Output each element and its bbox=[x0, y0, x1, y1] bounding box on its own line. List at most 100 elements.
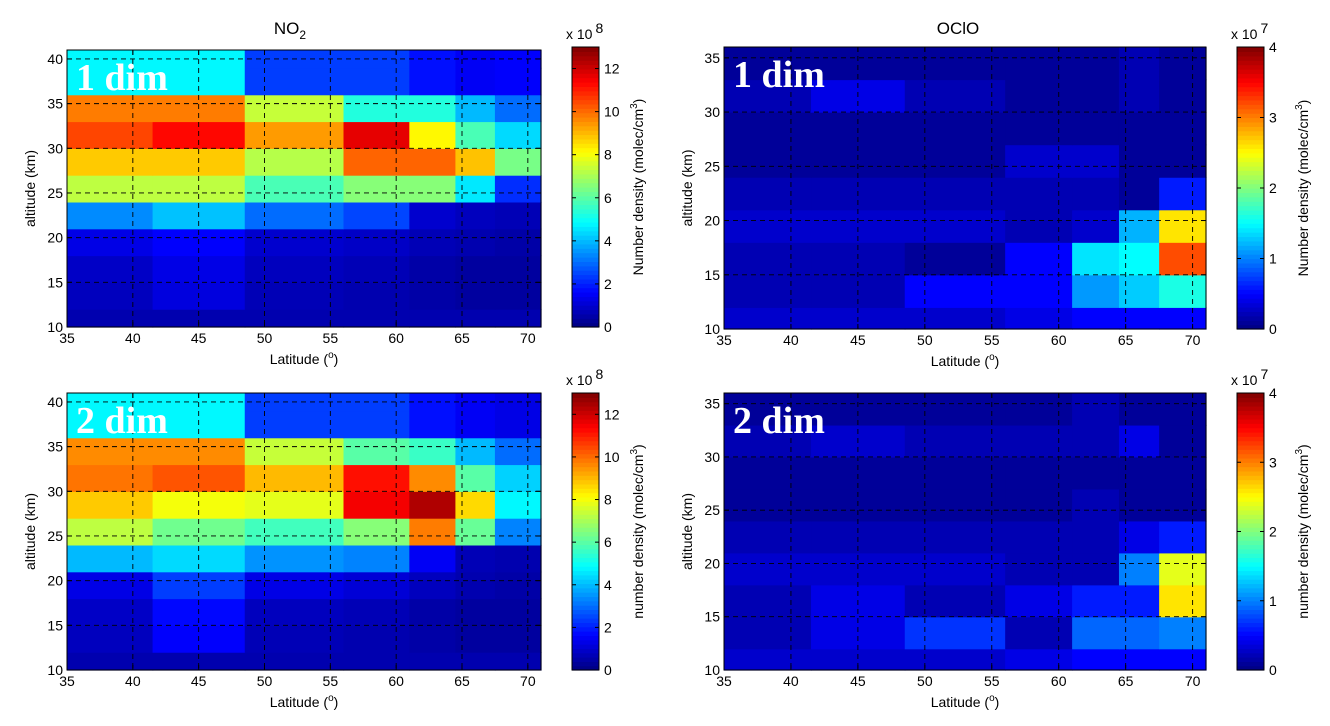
heatmap-cell bbox=[244, 228, 345, 257]
heatmap-cell bbox=[724, 47, 812, 81]
colorbar-tick-label: 2 bbox=[1269, 524, 1277, 540]
colorbar-segment bbox=[1237, 414, 1264, 420]
heatmap-cell bbox=[67, 228, 154, 257]
colorbar-tick-label: 4 bbox=[1269, 385, 1277, 401]
colorbar-segment bbox=[572, 103, 599, 109]
heatmap-cell bbox=[67, 148, 154, 176]
colorbar-segment bbox=[572, 479, 599, 485]
colorbar-segment bbox=[572, 600, 599, 606]
colorbar-segment bbox=[572, 270, 599, 276]
colorbar-segment bbox=[1237, 553, 1264, 559]
heatmap-cell bbox=[904, 144, 1006, 178]
colorbar-label: number density (molec/cm3) bbox=[629, 444, 646, 618]
x-tick-label: 60 bbox=[1051, 332, 1067, 348]
heatmap-cell bbox=[244, 94, 345, 123]
heatmap-cell bbox=[67, 652, 154, 671]
colorbar-segment bbox=[1237, 518, 1264, 524]
heatmap-cell bbox=[494, 598, 542, 626]
heatmap-cell bbox=[494, 255, 542, 283]
x-tick-label: 55 bbox=[323, 330, 339, 346]
heatmap-cell bbox=[904, 242, 1006, 276]
colorbar-segment bbox=[572, 178, 599, 184]
plot-frame bbox=[66, 392, 542, 671]
colorbar-tick-label: 0 bbox=[1269, 662, 1277, 678]
heatmap-cell bbox=[244, 255, 345, 283]
colorbar-segment bbox=[572, 86, 599, 92]
heatmap-cell bbox=[343, 175, 410, 203]
colorbar-segment bbox=[572, 204, 599, 210]
colorbar-segment bbox=[572, 125, 599, 131]
x-tick-label: 40 bbox=[125, 673, 141, 689]
grid-lines bbox=[724, 47, 1206, 329]
colorbar-segment bbox=[572, 401, 599, 407]
heatmap-cell bbox=[343, 255, 410, 283]
colorbar-tick-label: 4 bbox=[604, 233, 612, 249]
heatmap-cell bbox=[494, 94, 542, 123]
heatmap-cell bbox=[1072, 393, 1120, 426]
heatmap-cell bbox=[1005, 456, 1073, 490]
heatmap-cell bbox=[1118, 584, 1160, 618]
colorbar-segment bbox=[1237, 262, 1264, 268]
heatmap-cell bbox=[409, 309, 457, 328]
colorbar-tick-label: 1 bbox=[1269, 251, 1277, 267]
heatmap-cell bbox=[455, 175, 496, 203]
y-tick-label: 30 bbox=[47, 483, 63, 499]
colorbar-segment bbox=[572, 652, 599, 658]
colorbar-segment bbox=[1237, 320, 1264, 326]
colorbar-segment bbox=[1237, 635, 1264, 641]
colorbar-segment bbox=[1237, 51, 1264, 57]
colorbar-segment bbox=[1237, 496, 1264, 502]
colorbar-segment bbox=[1237, 117, 1264, 123]
colorbar-segment bbox=[572, 47, 599, 52]
x-tick-label: 40 bbox=[783, 332, 799, 348]
colorbar-segment bbox=[572, 431, 599, 437]
heatmap-cell bbox=[1072, 552, 1120, 586]
colorbar-segment bbox=[1237, 183, 1264, 189]
heatmap-cell bbox=[455, 491, 496, 519]
heatmap-cell bbox=[1005, 520, 1073, 554]
heatmap-cell bbox=[724, 79, 812, 113]
heatmap-cell bbox=[343, 94, 410, 123]
heatmap-cell bbox=[724, 456, 812, 490]
heatmap-cell bbox=[1072, 488, 1120, 522]
colorbar-segment bbox=[572, 99, 599, 105]
heatmap-cell bbox=[1072, 209, 1120, 243]
colorbar-segment bbox=[572, 147, 599, 153]
colorbar-segment bbox=[572, 239, 599, 245]
colorbar-segment bbox=[572, 90, 599, 96]
heatmap-cell bbox=[724, 393, 812, 426]
colorbar-segment bbox=[1237, 218, 1264, 224]
colorbar-segment bbox=[572, 248, 599, 254]
heatmap-cell bbox=[1118, 488, 1160, 522]
colorbar-tick-label: 3 bbox=[1269, 454, 1277, 470]
colorbar-segment bbox=[572, 257, 599, 262]
heatmap-cell bbox=[244, 67, 345, 96]
colorbar-segment bbox=[1237, 210, 1264, 216]
colorbar-segment bbox=[1237, 192, 1264, 198]
colorbar-segment bbox=[572, 457, 599, 463]
colorbar-tick-label: 2 bbox=[1269, 180, 1277, 196]
grid-lines bbox=[724, 393, 1206, 670]
heatmap-cell bbox=[67, 309, 154, 328]
colorbar-segment bbox=[1237, 535, 1264, 541]
colorbar-frame bbox=[571, 392, 600, 671]
heatmap-cell bbox=[494, 228, 542, 257]
colorbar-segment bbox=[1237, 196, 1264, 202]
colorbar-segment bbox=[1237, 609, 1264, 615]
heatmap-cell bbox=[1159, 47, 1207, 81]
plot-frame bbox=[66, 49, 542, 328]
colorbar-segment bbox=[572, 631, 599, 636]
heatmap-cell bbox=[1159, 648, 1207, 671]
heatmap-cell bbox=[455, 544, 496, 573]
heatmap-cell bbox=[1159, 79, 1207, 113]
colorbar-segment bbox=[1237, 77, 1264, 83]
heatmap-cell bbox=[244, 625, 345, 653]
colorbar-segment bbox=[1237, 298, 1264, 304]
y-tick-label: 15 bbox=[47, 617, 63, 633]
colorbar-tick-label: 10 bbox=[604, 104, 620, 120]
y-axis-label: altitude (km) bbox=[679, 149, 695, 226]
colorbar-tick-label: 4 bbox=[1269, 39, 1277, 55]
colorbar-segment bbox=[1237, 661, 1264, 667]
heatmap-cell bbox=[1118, 307, 1160, 330]
colorbar-segment bbox=[572, 488, 599, 494]
